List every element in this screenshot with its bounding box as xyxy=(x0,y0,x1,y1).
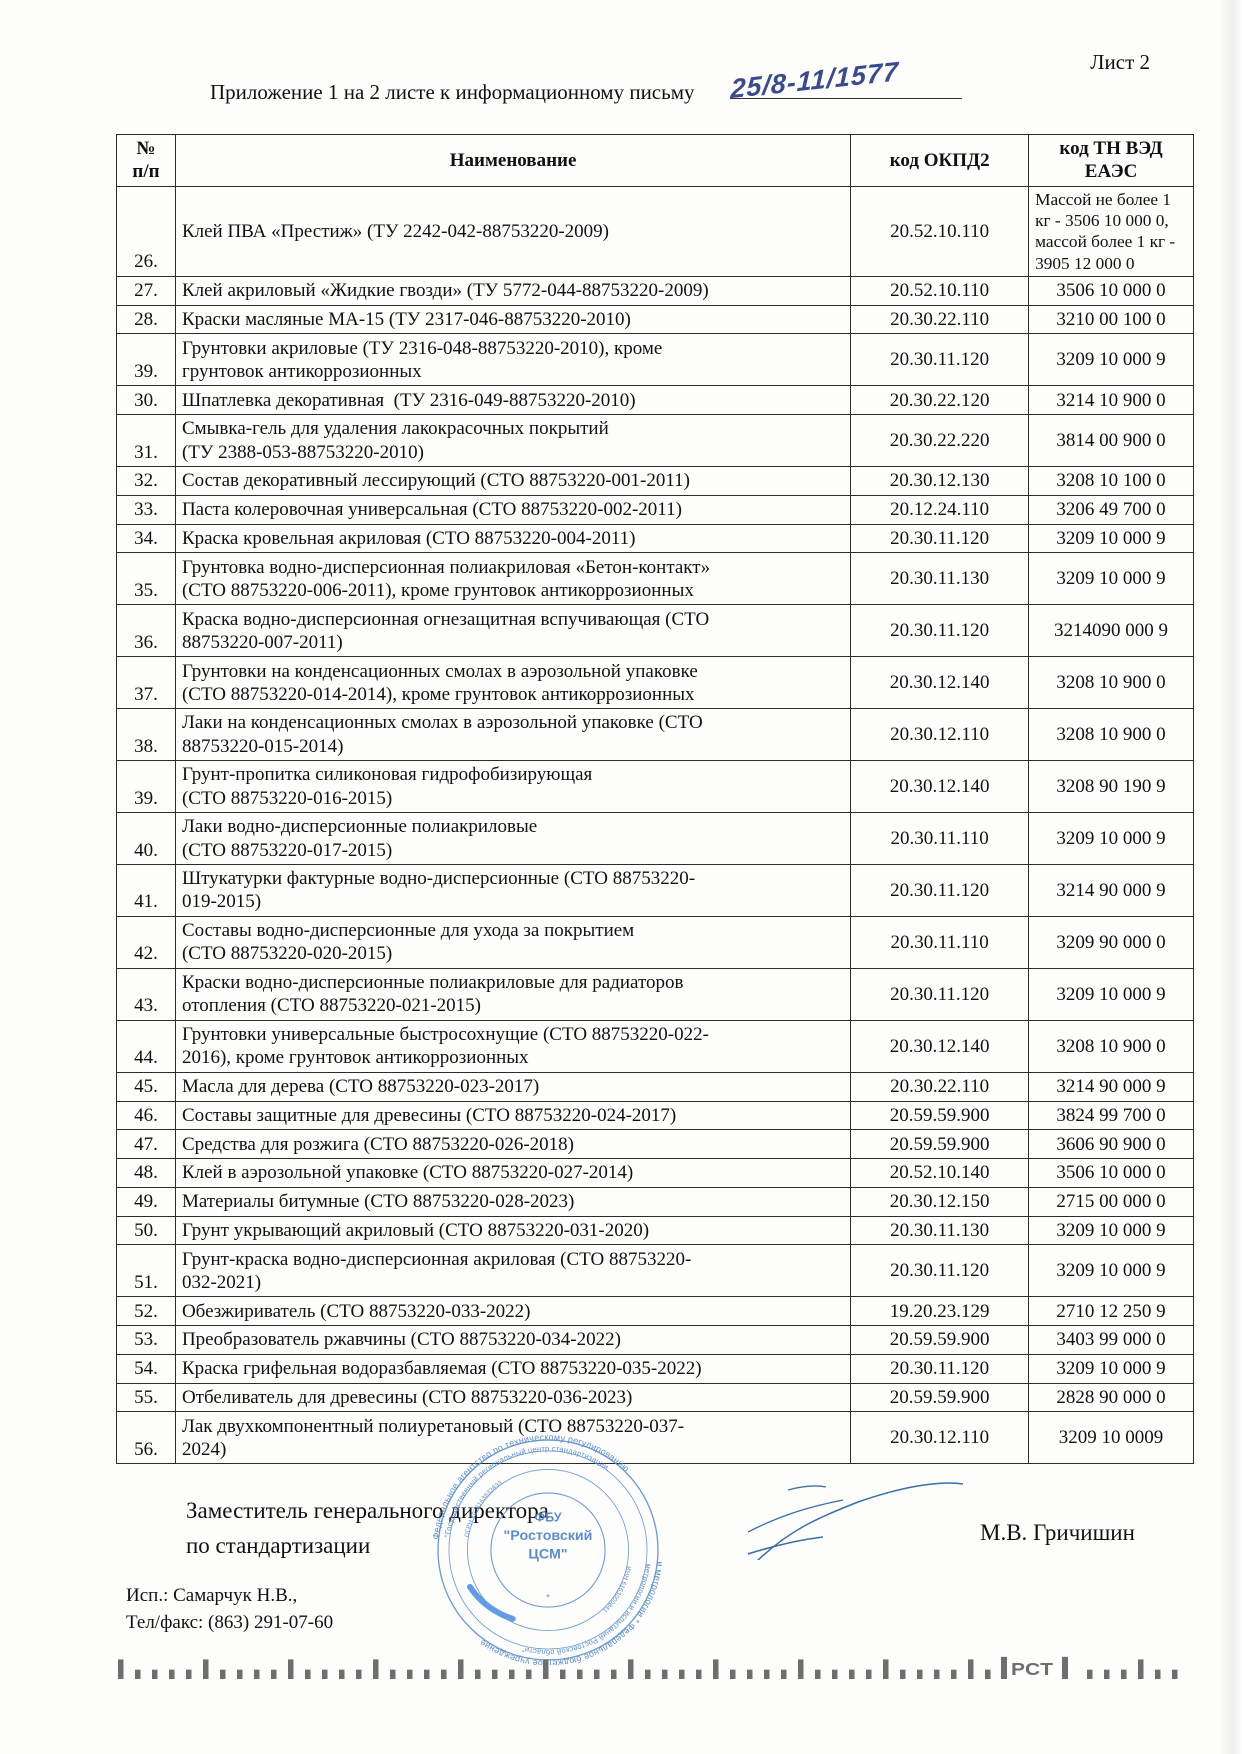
svg-text:метрологии и испытаний Ростовс: метрологии и испытаний Ростовской област… xyxy=(521,1563,654,1657)
svg-text:ФБУ: ФБУ xyxy=(534,1510,561,1524)
svg-text:PCT: PCT xyxy=(1011,1660,1053,1680)
svg-text:"Ростовский: "Ростовский xyxy=(504,1528,593,1544)
svg-text:ЦСМ": ЦСМ" xyxy=(528,1546,567,1562)
svg-text:*: * xyxy=(546,1592,550,1602)
